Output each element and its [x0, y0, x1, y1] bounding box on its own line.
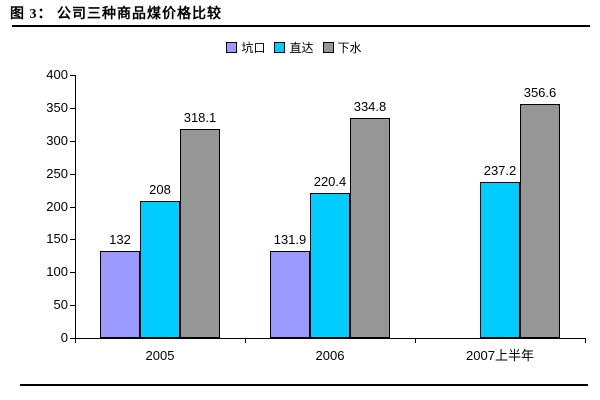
y-axis-tick — [70, 338, 75, 339]
bar-value-label: 220.4 — [313, 174, 347, 190]
chart-title: 图 3： 公司三种商品煤价格比较 — [10, 7, 222, 22]
x-axis-category-label: 2005 — [145, 348, 175, 363]
x-axis-category-label: 2006 — [315, 348, 345, 363]
bar-下水-2007上半年 — [520, 103, 560, 338]
y-axis-label: 150 — [46, 231, 68, 247]
bottom-divider — [20, 384, 588, 386]
y-axis-label: 250 — [46, 165, 68, 181]
y-axis-label: 400 — [46, 67, 68, 82]
bar-value-label: 318.1 — [183, 109, 217, 125]
legend-label: 坑口 — [241, 41, 266, 55]
x-axis-category-label: 2007上半年 — [466, 348, 534, 363]
legend-swatch-icon — [274, 42, 286, 53]
bar-value-label: 356.6 — [523, 84, 557, 100]
bar-直达-2006 — [310, 193, 350, 338]
y-axis-tick — [70, 272, 75, 274]
bar-value-label: 132 — [109, 232, 131, 248]
y-axis-tick — [70, 75, 75, 76]
legend-item: 直达 — [274, 39, 314, 56]
x-axis-tick — [415, 339, 416, 343]
y-axis-label: 0 — [60, 330, 68, 345]
chart-legend: 坑口 直达 下水 — [0, 39, 588, 56]
legend-swatch-icon — [226, 42, 238, 53]
bar-value-label: 334.8 — [353, 98, 387, 114]
y-axis-label: 200 — [46, 198, 68, 214]
x-axis-tick — [75, 339, 76, 343]
y-axis-tick — [70, 206, 75, 208]
y-axis-tick — [70, 239, 75, 241]
y-axis-label: 50 — [53, 297, 68, 313]
bar-value-label: 131.9 — [273, 232, 307, 248]
plot-area — [75, 75, 586, 339]
bar-坑口-2006 — [270, 251, 310, 338]
x-axis-tick — [245, 339, 246, 343]
top-divider — [12, 25, 590, 27]
bar-value-label: 237.2 — [483, 163, 517, 179]
y-axis-tick — [70, 305, 75, 307]
legend-label: 下水 — [337, 41, 362, 55]
legend-swatch-icon — [322, 42, 334, 53]
bar-直达-2005 — [140, 201, 180, 338]
legend-item: 坑口 — [226, 39, 265, 56]
y-axis-label: 100 — [46, 264, 68, 280]
bar-value-label: 208 — [149, 182, 171, 198]
y-axis-tick — [70, 140, 75, 142]
legend-label: 直达 — [289, 41, 314, 55]
y-axis-tick — [70, 173, 75, 175]
legend-item: 下水 — [322, 39, 362, 56]
bar-下水-2006 — [350, 117, 390, 338]
x-axis-tick — [585, 339, 586, 343]
bar-直达-2007上半年 — [480, 182, 520, 338]
bar-下水-2005 — [180, 128, 220, 338]
y-axis-label: 350 — [46, 99, 68, 115]
bar-坑口-2005 — [100, 251, 140, 338]
y-axis-tick — [70, 107, 75, 109]
y-axis-label: 300 — [46, 132, 68, 148]
